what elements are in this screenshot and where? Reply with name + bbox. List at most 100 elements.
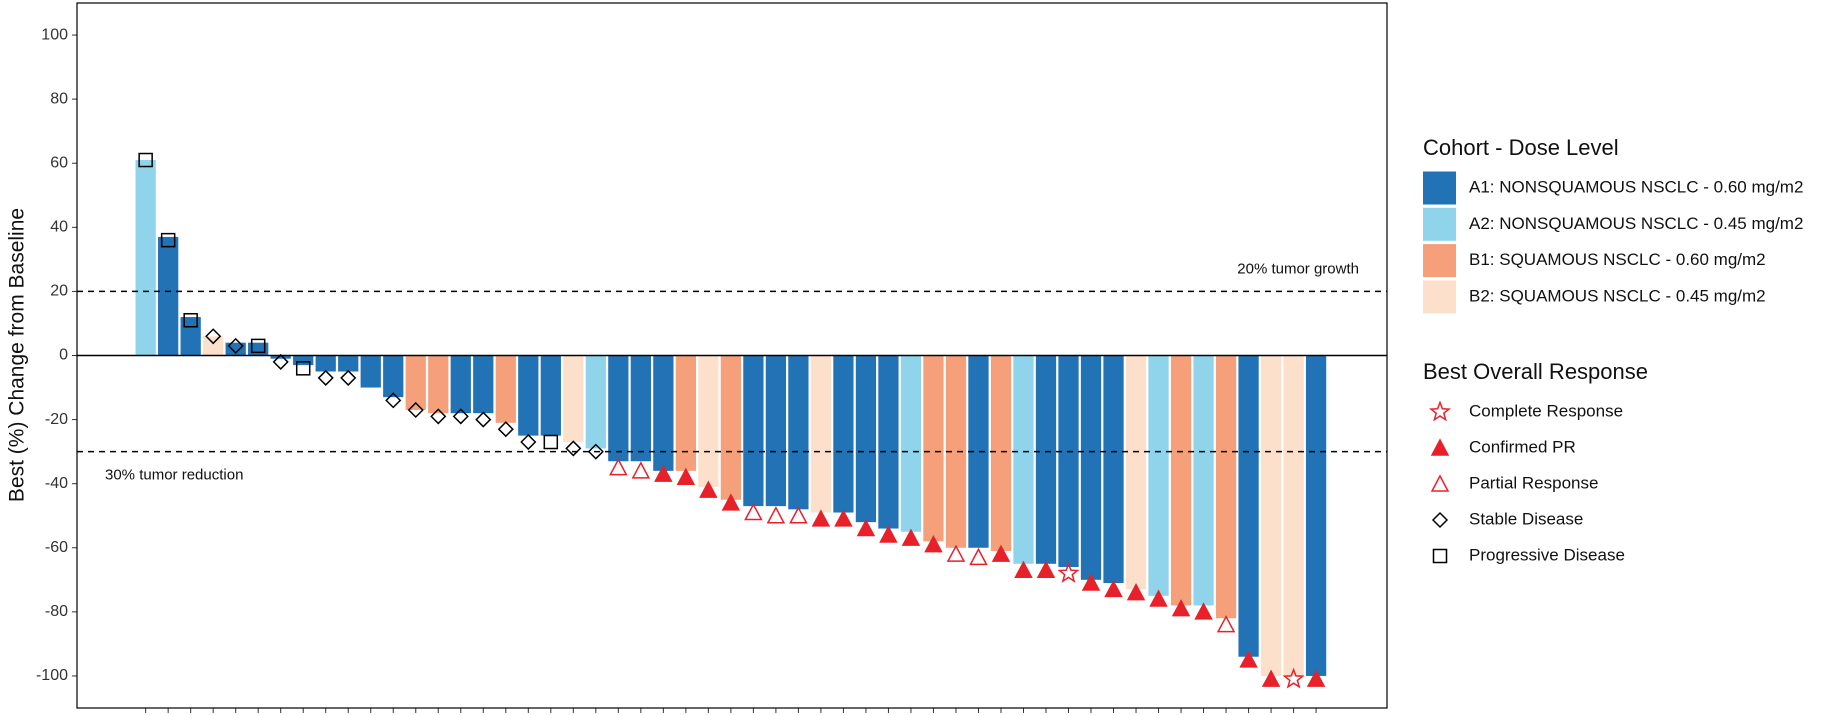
marker-triangle [1216, 615, 1236, 633]
bar [1305, 355, 1327, 676]
marker-triangle [1081, 573, 1101, 591]
marker-triangle [609, 458, 628, 476]
bar [1193, 355, 1214, 606]
bar [1215, 355, 1237, 619]
legend-label: Stable Disease [1469, 509, 1583, 528]
bar [788, 355, 809, 510]
marker-triangle [744, 502, 763, 521]
y-tick-label: 80 [50, 90, 68, 107]
marker-triangle [811, 509, 831, 527]
bar [1238, 355, 1259, 657]
bar [495, 355, 516, 423]
bar [135, 160, 156, 356]
marker-square [160, 232, 176, 248]
bar [293, 355, 314, 366]
bar [1058, 355, 1079, 567]
marker-diamond [587, 443, 604, 460]
marker-triangle [1149, 589, 1168, 607]
bar [338, 355, 359, 372]
bar [945, 355, 967, 548]
bar [720, 355, 742, 500]
bar [765, 355, 787, 507]
bar [743, 355, 764, 507]
bar [1260, 355, 1282, 676]
bar [878, 355, 899, 529]
marker-triangle [1261, 669, 1281, 687]
bar [518, 355, 539, 436]
marker-star [1057, 561, 1080, 583]
marker-triangle [1104, 579, 1123, 598]
bar [1170, 355, 1192, 606]
legend-label: Complete Response [1469, 401, 1623, 420]
bar [203, 336, 224, 356]
bar [473, 355, 494, 414]
y-tick-label: 60 [50, 154, 68, 171]
bar [923, 355, 944, 542]
bar [270, 355, 291, 359]
marker-diamond [497, 421, 514, 438]
legend-label: Partial Response [1469, 473, 1598, 492]
legend-label: B2: SQUAMOUS NSCLC - 0.45 mg/m2 [1469, 286, 1766, 305]
marker-triangle [699, 480, 718, 498]
bar [1080, 355, 1102, 580]
marker-square [250, 338, 266, 354]
marker-star [1282, 667, 1305, 689]
y-tick-label: 40 [50, 219, 68, 236]
y-tick-label: -100 [36, 667, 68, 684]
marker-square [295, 361, 311, 376]
bar [428, 355, 449, 414]
marker-triangle [834, 509, 853, 527]
marker-triangle [946, 544, 966, 562]
bar [1013, 355, 1034, 564]
bar [585, 355, 606, 449]
marker-diamond [340, 369, 357, 386]
marker-diamond [1431, 511, 1449, 529]
legend-label: Progressive Disease [1469, 545, 1625, 564]
marker-triangle [969, 547, 988, 566]
bar [405, 355, 426, 410]
plot-frame [76, 2, 1388, 709]
marker-diamond [317, 369, 334, 386]
marker-triangle [1239, 650, 1258, 668]
y-tick-label: 0 [59, 347, 68, 364]
marker-diamond [227, 337, 244, 354]
bar [1148, 355, 1169, 596]
y-tick-label: -80 [45, 603, 68, 620]
bar [675, 355, 696, 471]
y-tick-label: -20 [45, 411, 68, 428]
bar [225, 342, 246, 356]
marker-square [543, 434, 559, 450]
legend-swatch [1423, 171, 1456, 205]
marker-diamond [430, 408, 447, 425]
marker-triangle [1014, 560, 1033, 578]
bar [855, 355, 877, 523]
marker-triangle [1036, 560, 1056, 578]
marker-triangle [924, 534, 943, 553]
marker-triangle [1171, 599, 1191, 617]
bar [563, 355, 584, 443]
marker-triangle [856, 518, 876, 537]
marker-square [183, 313, 198, 328]
legend-label: B1: SQUAMOUS NSCLC - 0.60 mg/m2 [1469, 250, 1766, 269]
bar [158, 236, 179, 356]
legend-label: A2: NONSQUAMOUS NSCLC - 0.45 mg/m2 [1469, 214, 1803, 233]
bar [810, 355, 832, 513]
bar [968, 355, 989, 548]
reference-label: 20% tumor growth [1237, 260, 1359, 277]
marker-triangle [1126, 583, 1146, 601]
marker-square [1432, 548, 1448, 564]
marker-triangle [1430, 438, 1450, 456]
legend-title: Best Overall Response [1423, 359, 1648, 384]
bar [900, 355, 922, 532]
legend-title: Cohort - Dose Level [1423, 135, 1619, 160]
bar [1035, 355, 1057, 564]
bar [990, 355, 1012, 551]
marker-triangle [991, 544, 1011, 562]
marker-diamond [475, 411, 492, 428]
bar [383, 355, 404, 398]
marker-diamond [520, 433, 537, 451]
bar [1103, 355, 1124, 584]
marker-diamond [452, 408, 469, 425]
